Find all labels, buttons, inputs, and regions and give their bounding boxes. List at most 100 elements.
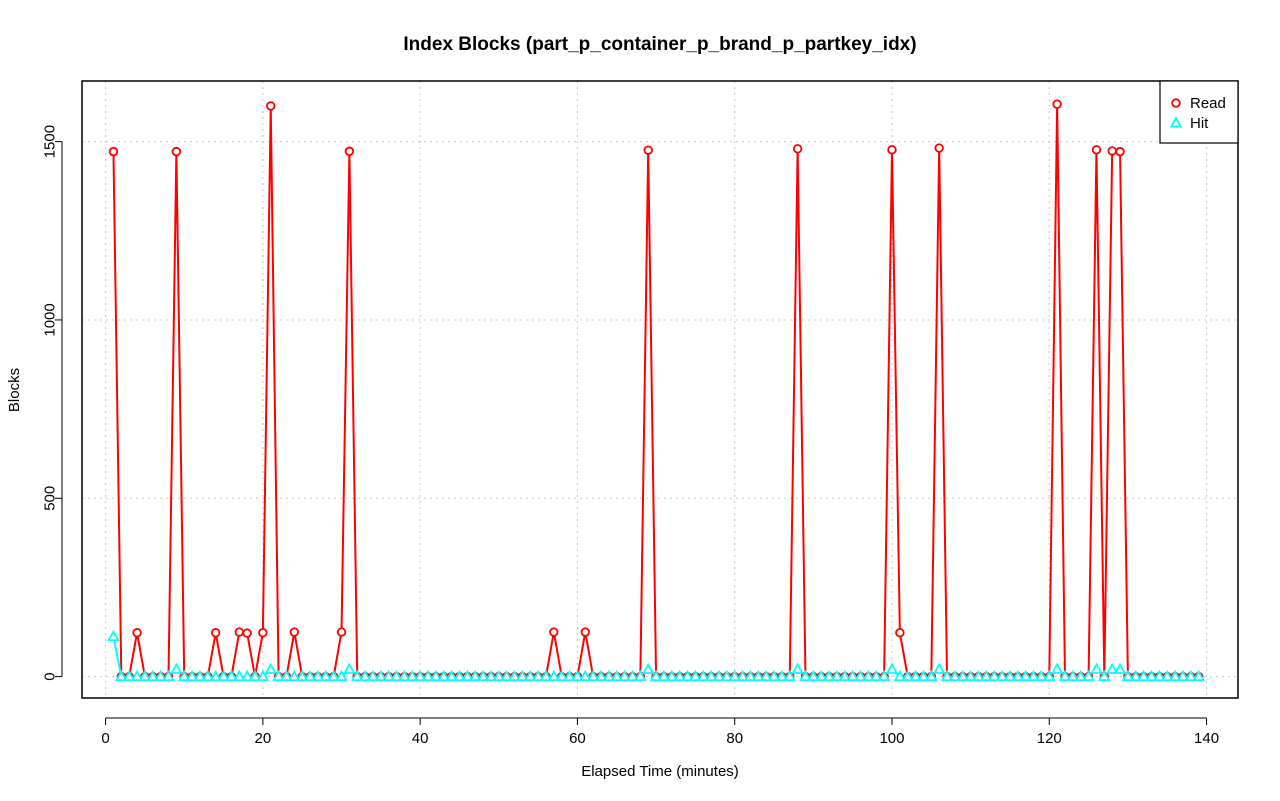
data-point-hit	[626, 669, 639, 682]
series-line-read	[112, 103, 1199, 678]
data-point-hit	[177, 669, 191, 682]
data-point-hit	[940, 669, 954, 682]
legend-label-hit: Hit	[1190, 115, 1209, 132]
data-point-hit	[437, 669, 451, 682]
data-point-hit	[555, 669, 568, 682]
data-point-hit	[1145, 669, 1158, 682]
data-point-hit	[854, 669, 867, 682]
data-point-hit	[1090, 662, 1103, 674]
data-point-hit	[980, 669, 993, 682]
data-point-hit	[445, 669, 458, 682]
data-point-hit	[217, 669, 230, 682]
data-point-hit	[594, 669, 608, 682]
chart-title: Index Blocks (part_p_container_p_brand_p…	[403, 34, 916, 55]
data-point-hit	[948, 669, 962, 682]
data-point-hit	[696, 669, 710, 682]
data-point-hit	[1168, 669, 1182, 682]
data-point-hit	[712, 669, 726, 682]
x-tick-label: 20	[255, 730, 272, 747]
data-point-hit	[154, 669, 167, 682]
data-point-hit	[704, 669, 718, 682]
data-point-read	[792, 144, 803, 154]
data-point-hit	[689, 669, 702, 682]
data-point-hit	[814, 669, 828, 682]
data-point-hit	[508, 669, 521, 682]
data-point-hit	[421, 669, 435, 682]
data-point-hit	[649, 669, 663, 682]
data-point-hit	[193, 669, 207, 682]
data-point-read	[289, 627, 300, 637]
data-point-hit	[295, 669, 309, 682]
y-axis: 0 500 1000 1500	[42, 125, 63, 681]
data-point-read	[549, 627, 559, 637]
data-point-hit	[869, 669, 883, 682]
data-point-hit	[264, 662, 278, 674]
data-point-hit	[240, 669, 254, 682]
x-axis-label: Elapsed Time (minutes)	[581, 763, 739, 780]
data-point-hit	[610, 669, 624, 682]
data-point-hit	[571, 669, 584, 682]
data-point-hit	[406, 669, 419, 682]
data-point-hit	[681, 669, 694, 682]
y-tick-label: 1000	[42, 303, 59, 336]
data-point-read	[210, 628, 221, 638]
data-point-hit	[877, 669, 891, 682]
data-point-hit	[972, 669, 985, 682]
legend-label-read: Read	[1190, 95, 1226, 112]
x-tick-label: 120	[1037, 730, 1062, 747]
data-point-read	[336, 627, 347, 637]
data-point-hit	[995, 669, 1009, 682]
plot-frame	[81, 80, 1239, 699]
data-point-hit	[122, 669, 136, 682]
data-point-hit	[288, 669, 301, 682]
data-point-hit	[107, 629, 120, 642]
data-point-hit	[720, 669, 734, 682]
data-point-hit	[185, 669, 199, 682]
x-tick-label: 60	[569, 730, 586, 747]
data-point-hit	[1074, 669, 1088, 682]
x-tick-label: 0	[101, 730, 109, 747]
data-point-hit	[303, 669, 317, 682]
data-point-hit	[500, 669, 513, 682]
series-lines	[112, 103, 1199, 678]
data-point-hit	[1113, 662, 1127, 674]
data-point-hit	[1003, 669, 1017, 682]
data-point-hit	[398, 669, 411, 682]
data-point-hit	[468, 669, 482, 682]
data-point-hit	[547, 669, 561, 682]
data-point-hit	[1098, 669, 1111, 682]
data-point-read	[344, 146, 355, 156]
data-point-hit	[492, 669, 506, 682]
data-point-hit	[862, 669, 875, 682]
data-point-hit	[358, 669, 372, 682]
data-point-hit	[838, 669, 852, 682]
data-point-hit	[822, 669, 836, 682]
data-point-hit	[1121, 669, 1135, 682]
data-point-hit	[665, 669, 679, 682]
data-point-hit	[885, 662, 899, 674]
data-point-hit	[130, 669, 144, 682]
data-point-hit	[335, 669, 348, 682]
x-tick-label: 140	[1194, 730, 1219, 747]
data-point-hit	[956, 669, 970, 682]
data-point-read	[1107, 146, 1117, 156]
data-point-read	[258, 628, 268, 638]
data-point-hit	[146, 669, 160, 682]
data-point-hit	[413, 669, 427, 682]
data-point-hit	[579, 669, 592, 682]
data-point-hit	[232, 669, 246, 682]
data-point-hit	[799, 669, 812, 682]
data-point-hit	[1082, 669, 1095, 682]
data-point-read	[1052, 99, 1062, 109]
data-point-hit	[618, 669, 631, 682]
data-point-hit	[162, 669, 175, 682]
data-point-read	[895, 628, 905, 638]
x-axis: 0 20 40 60 80 100 120 140	[101, 717, 1219, 747]
data-point-hit	[728, 669, 741, 682]
data-point-hit	[673, 669, 686, 682]
data-point-hit	[1019, 669, 1032, 682]
data-point-read	[242, 628, 252, 638]
data-point-hit	[350, 669, 364, 682]
data-point-hit	[225, 669, 238, 682]
data-point-read	[1091, 145, 1102, 155]
